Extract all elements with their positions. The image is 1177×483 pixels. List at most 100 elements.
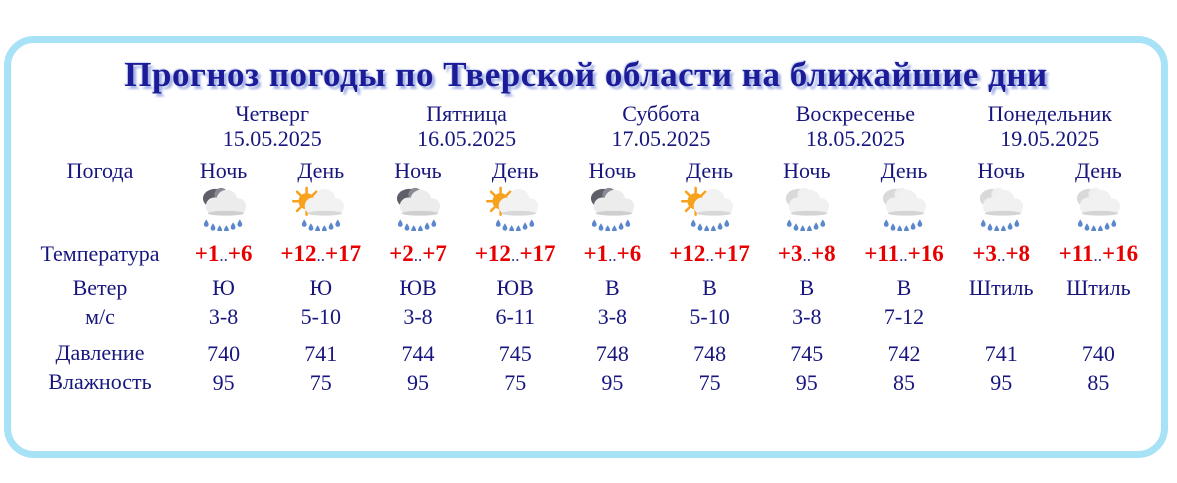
- wind-direction: Штиль: [968, 275, 1034, 301]
- weather-icon: [1069, 185, 1127, 231]
- temp-separator: ..: [1093, 245, 1103, 265]
- temp-value: +1..+6: [194, 240, 253, 266]
- day-header: Суббота 17.05.2025: [564, 101, 758, 152]
- wind-speed: 3-8: [403, 304, 433, 330]
- wind-direction: В: [799, 275, 815, 301]
- pressure-row: Давление 740 741 744 745 748 748 745 742…: [25, 340, 1147, 366]
- humidity-value: 85: [892, 369, 915, 395]
- day-date: 15.05.2025: [222, 126, 322, 152]
- weather-cell: Ночь: [175, 158, 272, 231]
- temp-value: +12..+17: [280, 240, 362, 266]
- wind-cell: Ю 3-8: [175, 275, 272, 330]
- weather-icon: [583, 185, 641, 231]
- period-label-night: Ночь: [394, 157, 442, 183]
- wind-direction: Ю: [309, 275, 333, 301]
- wind-speed: 7-12: [883, 304, 925, 330]
- temp-value: +11..+16: [864, 240, 944, 266]
- temp-value: +1..+6: [583, 240, 642, 266]
- wind-cell: Ю 5-10: [272, 275, 369, 330]
- weather-cell: Ночь: [758, 158, 855, 231]
- wind-cell: В 7-12: [855, 275, 952, 330]
- period-label-night: Ночь: [588, 157, 637, 183]
- humidity-value: 95: [990, 369, 1013, 395]
- temp-separator: ..: [316, 245, 326, 265]
- weather-icon: [875, 185, 933, 231]
- period-label-night: Ночь: [977, 157, 1025, 183]
- weather-row: Погода Ночь День Ночь День Ночь День Ноч…: [25, 158, 1147, 231]
- pressure-value: 748: [595, 340, 629, 366]
- temp-separator: ..: [996, 245, 1006, 265]
- wind-cell: Штиль: [1050, 275, 1147, 330]
- weather-icon: [292, 185, 350, 231]
- wind-cell: Штиль: [953, 275, 1050, 330]
- day-name: Понедельник: [987, 101, 1112, 126]
- pressure-value: 740: [207, 340, 241, 366]
- wind-direction: ЮВ: [399, 275, 437, 301]
- humidity-value: 85: [1087, 369, 1110, 395]
- weather-icon: [195, 185, 253, 231]
- temp-separator: ..: [413, 245, 423, 265]
- pressure-value: 741: [304, 340, 338, 366]
- weather-cell: Ночь: [369, 158, 466, 231]
- row-label-weather: Погода: [66, 157, 134, 183]
- wind-direction: В: [896, 275, 912, 301]
- row-label-pressure: Давление: [55, 340, 145, 366]
- pressure-value: 748: [693, 340, 727, 366]
- weather-icon: [778, 185, 836, 231]
- temp-separator: ..: [219, 245, 228, 265]
- temp-separator: ..: [705, 245, 714, 265]
- weather-cell: День: [855, 158, 952, 231]
- row-label-temperature: Температура: [40, 240, 160, 266]
- pressure-value: 740: [1081, 340, 1115, 366]
- wind-direction: В: [702, 275, 717, 301]
- wind-speed: 3-8: [208, 304, 239, 330]
- weather-cell: День: [467, 158, 564, 231]
- humidity-value: 95: [212, 369, 235, 395]
- temp-value: +12..+17: [474, 240, 556, 266]
- wind-cell: ЮВ 6-11: [467, 275, 564, 330]
- weather-icon: [972, 185, 1030, 231]
- wind-cell: ЮВ 3-8: [369, 275, 466, 330]
- wind-cell: В 3-8: [564, 275, 661, 330]
- page-title: Прогноз погоды по Тверской области на бл…: [124, 55, 1048, 94]
- pressure-value: 742: [887, 340, 921, 366]
- wind-speed: 5-10: [300, 304, 341, 330]
- day-name: Воскресенье: [795, 101, 916, 126]
- humidity-value: 75: [309, 369, 332, 395]
- temp-separator: ..: [608, 245, 617, 265]
- wind-label: Ветер: [72, 275, 128, 301]
- period-label-day: День: [491, 157, 539, 183]
- wind-speed: 5-10: [689, 304, 730, 330]
- weather-cell: День: [661, 158, 758, 231]
- humidity-value: 95: [795, 369, 818, 395]
- weather-cell: День: [1050, 158, 1147, 231]
- humidity-value: 95: [601, 369, 624, 395]
- weather-cell: День: [272, 158, 369, 231]
- weather-cell: Ночь: [953, 158, 1050, 231]
- wind-speed: 3-8: [597, 304, 628, 330]
- wind-cell: В 3-8: [758, 275, 855, 330]
- wind-direction: Ю: [212, 275, 235, 301]
- wind-cell: В 5-10: [661, 275, 758, 330]
- wind-direction: ЮВ: [496, 275, 534, 301]
- pressure-value: 744: [401, 340, 435, 366]
- wind-speed: 3-8: [792, 304, 822, 330]
- temp-value: +3..+8: [777, 240, 836, 266]
- wind-direction: В: [605, 275, 620, 301]
- row-label-wind: Ветер м/с: [25, 275, 175, 330]
- day-name: Четверг: [235, 101, 310, 126]
- temp-separator: ..: [802, 245, 812, 265]
- period-label-day: День: [1074, 157, 1122, 183]
- temp-separator: ..: [899, 245, 908, 265]
- weather-cell: Ночь: [564, 158, 661, 231]
- period-label-day: День: [297, 157, 345, 183]
- day-header: Пятница 16.05.2025: [369, 101, 563, 152]
- day-header-row: Четверг 15.05.2025 Пятница 16.05.2025 Су…: [25, 101, 1147, 152]
- humidity-value: 75: [504, 369, 527, 395]
- weather-icon: [389, 185, 447, 231]
- day-header: Воскресенье 18.05.2025: [758, 101, 952, 152]
- humidity-value: 75: [698, 369, 721, 395]
- day-header: Четверг 15.05.2025: [175, 101, 369, 152]
- temp-value: +3..+8: [972, 240, 1031, 266]
- humidity-value: 95: [406, 369, 429, 395]
